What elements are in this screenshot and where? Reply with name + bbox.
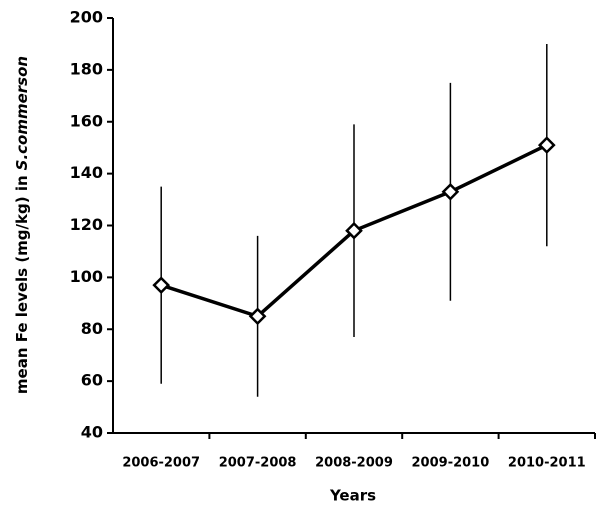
y-tick-label: 100: [70, 267, 103, 286]
y-tick-label: 80: [81, 319, 103, 338]
y-tick-label: 60: [81, 371, 103, 390]
y-tick-label: 40: [81, 423, 103, 442]
data-point: [152, 276, 171, 294]
x-tick-label: 2008-2009: [315, 456, 393, 471]
data-point: [248, 307, 267, 326]
data-point: [537, 136, 556, 154]
y-label-text: mean Fe levels (mg/kg) in: [13, 175, 31, 394]
x-tick-label: 2010-2011: [508, 456, 586, 471]
x-tick-label: 2006-2007: [122, 456, 200, 471]
x-tick-label: 2009-2010: [412, 456, 490, 471]
data-point: [441, 182, 460, 201]
y-tick-label: 140: [70, 163, 103, 182]
y-axis-label: mean Fe levels (mg/kg) in S.commerson: [13, 56, 31, 394]
x-tick-label: 2007-2008: [219, 456, 297, 471]
x-axis-label: Years: [329, 487, 376, 505]
y-tick-label: 200: [70, 8, 103, 27]
data-point: [345, 221, 363, 240]
y-tick-label: 160: [70, 111, 103, 130]
y-tick-label: 120: [70, 215, 103, 234]
y-label-species: S.commerson: [13, 56, 31, 170]
y-tick-label: 180: [70, 59, 103, 78]
